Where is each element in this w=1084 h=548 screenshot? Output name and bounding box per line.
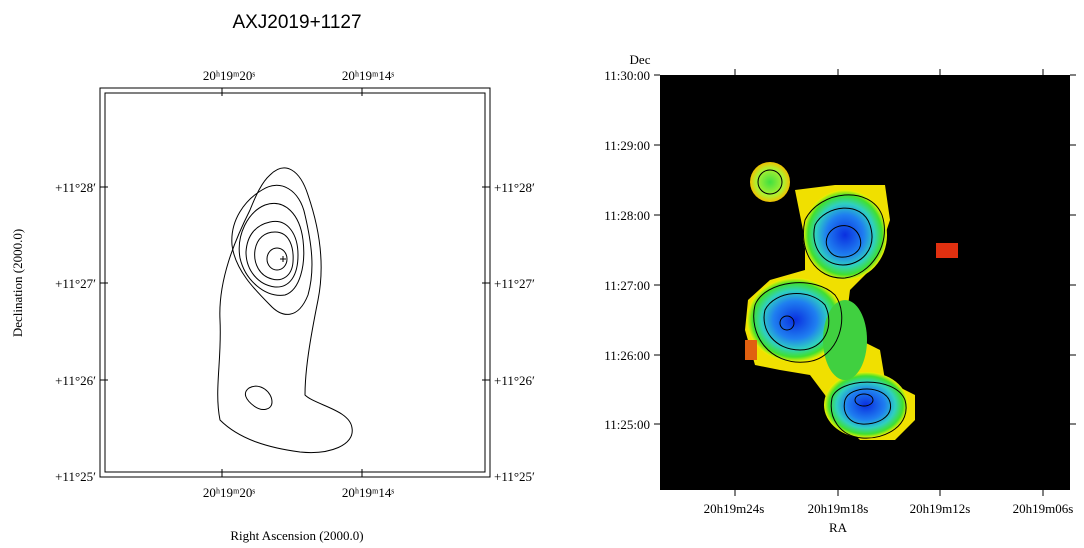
- frame-inner: [104, 92, 486, 473]
- tick-label: 20h19m06s: [1013, 501, 1074, 516]
- tick-label: 11:28:00: [604, 208, 650, 223]
- tick-label: 20ʰ19ᵐ14ˢ: [342, 485, 395, 500]
- tick-label: +11°27′: [55, 276, 96, 291]
- title: AXJ2019+1127: [232, 12, 361, 33]
- tick-label: 20h19m24s: [704, 501, 765, 516]
- tick-label: +11°27′: [494, 276, 535, 291]
- tick-label: +11°26′: [494, 373, 535, 388]
- tick-label: 20ʰ19ᵐ20ˢ: [203, 485, 256, 500]
- tick-label: +11°26′: [55, 373, 96, 388]
- y-label: Declination (2000.0): [10, 229, 25, 337]
- y-title: Dec: [630, 52, 651, 67]
- tick-label: 20ʰ19ᵐ20ˢ: [203, 68, 256, 83]
- ticks: [654, 69, 1076, 496]
- ticks: [100, 88, 490, 477]
- emission: [745, 162, 958, 440]
- tick-label: +11°28′: [55, 180, 96, 195]
- tick-label: +11°25′: [494, 469, 535, 484]
- tick-label: 11:30:00: [604, 68, 650, 83]
- tick-label: 20h19m18s: [808, 501, 869, 516]
- contour-panel: 20ʰ19ᵐ20ˢ 20ʰ19ᵐ14ˢ 20ʰ19ᵐ20ˢ 20ʰ19ᵐ14ˢ …: [10, 68, 535, 543]
- tick-label: 11:27:00: [604, 278, 650, 293]
- tick-label: 11:29:00: [604, 138, 650, 153]
- tick-label: 11:25:00: [604, 417, 650, 432]
- tick-label: +11°25′: [55, 469, 96, 484]
- x-label: Right Ascension (2000.0): [230, 528, 363, 543]
- tick-label: +11°28′: [494, 180, 535, 195]
- image-panel: Dec 11:30:00 11:29:00 11:28:00 11:27:00 …: [604, 52, 1076, 535]
- tick-label: 20h19m12s: [910, 501, 971, 516]
- contours: [217, 167, 353, 454]
- tick-label: 11:26:00: [604, 348, 650, 363]
- tick-label: 20ʰ19ᵐ14ˢ: [342, 68, 395, 83]
- x-label: RA: [829, 520, 848, 535]
- frame: [99, 87, 491, 478]
